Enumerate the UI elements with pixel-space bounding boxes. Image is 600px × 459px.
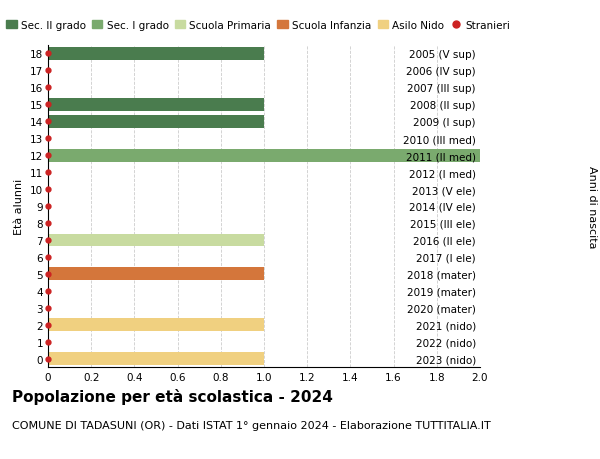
Bar bbox=[48, 319, 264, 331]
Bar bbox=[48, 150, 480, 162]
Bar bbox=[48, 268, 264, 280]
Bar bbox=[48, 99, 264, 112]
Text: Anni di nascita: Anni di nascita bbox=[587, 165, 597, 248]
Y-axis label: Età alunni: Età alunni bbox=[14, 179, 25, 235]
Bar bbox=[48, 353, 264, 365]
Bar bbox=[48, 48, 264, 61]
Bar bbox=[48, 234, 264, 247]
Text: Popolazione per età scolastica - 2024: Popolazione per età scolastica - 2024 bbox=[12, 388, 333, 404]
Bar bbox=[48, 116, 264, 129]
Text: COMUNE DI TADASUNI (OR) - Dati ISTAT 1° gennaio 2024 - Elaborazione TUTTITALIA.I: COMUNE DI TADASUNI (OR) - Dati ISTAT 1° … bbox=[12, 420, 491, 430]
Legend: Sec. II grado, Sec. I grado, Scuola Primaria, Scuola Infanzia, Asilo Nido, Stran: Sec. II grado, Sec. I grado, Scuola Prim… bbox=[4, 19, 512, 33]
